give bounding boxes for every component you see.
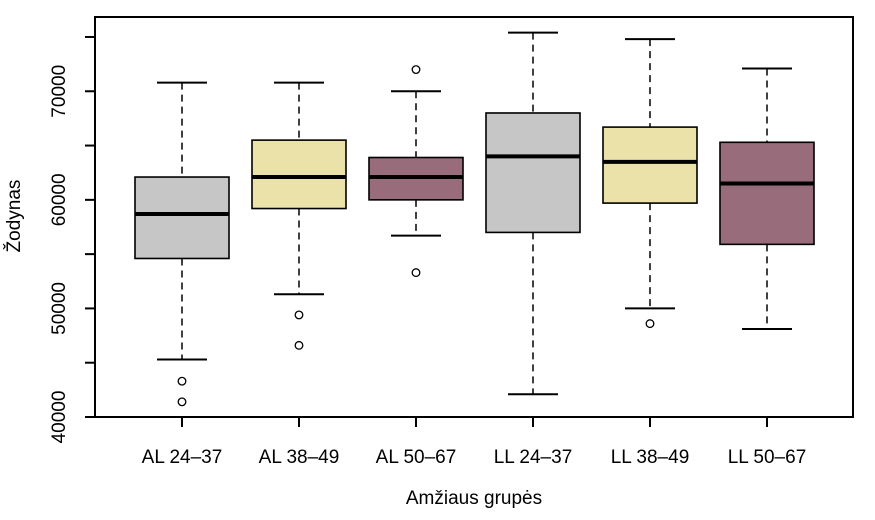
outlier-point (411, 268, 421, 278)
outlier-point (411, 65, 421, 75)
outlier-point (294, 310, 304, 320)
iqr-box (602, 126, 698, 204)
iqr-box (251, 139, 347, 210)
iqr-box (134, 176, 230, 260)
iqr-box (719, 141, 815, 246)
y-tick-label: 70000 (49, 65, 70, 118)
y-tick-label: 50000 (49, 282, 70, 335)
x-tick-label: AL 38–49 (259, 447, 340, 468)
x-axis-title: Amžiaus grupės (405, 488, 543, 509)
x-tick-label: AL 50–67 (376, 447, 457, 468)
iqr-box (485, 112, 581, 234)
y-tick-label: 40000 (49, 391, 70, 444)
outlier-point (177, 376, 187, 386)
y-tick-label: 60000 (49, 173, 70, 226)
outlier-point (294, 340, 304, 350)
outlier-point (177, 397, 187, 407)
x-tick-label: LL 38–49 (611, 447, 690, 468)
y-axis-title: Žodynas (4, 179, 25, 253)
outlier-point (645, 319, 655, 329)
x-tick-label: LL 50–67 (728, 447, 807, 468)
plot-frame (94, 16, 854, 418)
x-tick-label: AL 24–37 (142, 447, 223, 468)
x-tick-label: LL 24–37 (494, 447, 573, 468)
